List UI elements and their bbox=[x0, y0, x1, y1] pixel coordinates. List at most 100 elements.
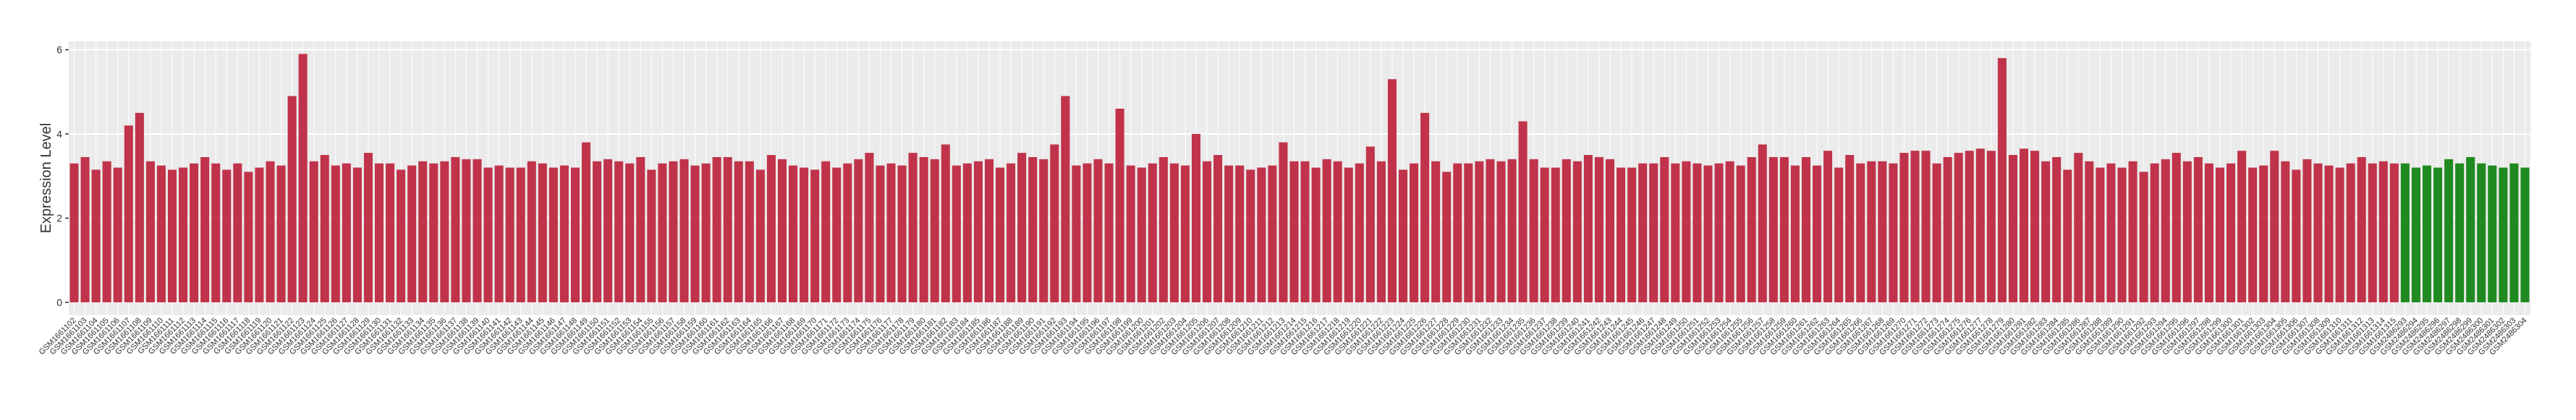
bar bbox=[1671, 163, 1680, 303]
bar bbox=[1191, 133, 1201, 303]
bar bbox=[1899, 153, 1909, 303]
bar bbox=[1790, 165, 1800, 303]
bar bbox=[1213, 155, 1223, 303]
bar bbox=[1507, 159, 1517, 303]
bar bbox=[1965, 151, 1974, 303]
bar bbox=[2150, 163, 2159, 303]
bar bbox=[538, 163, 547, 303]
bar bbox=[1268, 165, 1277, 303]
bar bbox=[1355, 163, 1364, 303]
bar bbox=[462, 159, 471, 303]
bar bbox=[2041, 161, 2051, 303]
bar bbox=[1703, 165, 1713, 303]
bar bbox=[2422, 165, 2432, 303]
bar bbox=[473, 159, 482, 303]
bar bbox=[2182, 161, 2192, 303]
bar bbox=[2466, 156, 2475, 303]
bar bbox=[494, 165, 504, 303]
bar bbox=[2193, 156, 2203, 303]
bar bbox=[734, 161, 743, 303]
bar bbox=[1997, 58, 2007, 303]
bar bbox=[2346, 163, 2355, 303]
bar bbox=[1845, 155, 1855, 303]
bar bbox=[1224, 165, 1234, 303]
bar bbox=[821, 161, 831, 303]
bar bbox=[1169, 163, 1179, 303]
bar bbox=[397, 169, 406, 303]
bar bbox=[440, 161, 449, 303]
bar bbox=[625, 163, 635, 303]
bar bbox=[1943, 156, 1952, 303]
bar bbox=[559, 165, 569, 303]
bar bbox=[2248, 167, 2258, 303]
bar bbox=[2096, 167, 2105, 303]
bar bbox=[603, 159, 613, 303]
bar bbox=[91, 169, 101, 303]
bar bbox=[135, 112, 144, 303]
bar bbox=[930, 159, 939, 303]
bar bbox=[374, 163, 384, 303]
bar bbox=[179, 167, 188, 303]
bar bbox=[2215, 167, 2225, 303]
bar bbox=[1518, 121, 1528, 303]
bar bbox=[167, 169, 177, 303]
y-axis-label: Expression Level bbox=[38, 123, 54, 233]
bar bbox=[962, 163, 972, 303]
bar bbox=[1921, 151, 1931, 303]
bar bbox=[570, 167, 580, 303]
bar bbox=[2335, 167, 2344, 303]
bar bbox=[505, 167, 514, 303]
bar bbox=[1540, 167, 1549, 303]
bar bbox=[2106, 163, 2116, 303]
bar bbox=[1682, 161, 1691, 303]
bar bbox=[886, 163, 896, 303]
bar bbox=[2378, 161, 2388, 303]
bar bbox=[919, 156, 928, 303]
bar bbox=[1410, 163, 1419, 303]
bar bbox=[723, 156, 732, 303]
bar bbox=[1344, 167, 1353, 303]
bar bbox=[908, 153, 918, 303]
bar bbox=[386, 163, 395, 303]
bar bbox=[1617, 167, 1626, 303]
bar bbox=[2477, 163, 2486, 303]
bar bbox=[1235, 165, 1245, 303]
bar bbox=[407, 165, 417, 303]
bar bbox=[1627, 167, 1637, 303]
bar bbox=[1758, 144, 1767, 303]
bar bbox=[1562, 159, 1571, 303]
bar bbox=[941, 144, 950, 303]
bar bbox=[548, 167, 558, 303]
bar bbox=[996, 167, 1005, 303]
bar bbox=[865, 153, 874, 303]
bar bbox=[2281, 161, 2290, 303]
bar bbox=[255, 167, 264, 303]
bar bbox=[2204, 163, 2213, 303]
bar bbox=[2368, 163, 2377, 303]
y-tick-label: 2 bbox=[56, 212, 62, 224]
bar bbox=[789, 165, 798, 303]
bar bbox=[1137, 167, 1146, 303]
bar bbox=[113, 167, 122, 303]
bar bbox=[745, 161, 754, 303]
bar bbox=[2161, 159, 2170, 303]
bar bbox=[2172, 153, 2181, 303]
bar bbox=[2499, 167, 2508, 303]
bar bbox=[1889, 163, 1898, 303]
bar bbox=[1954, 153, 1963, 303]
y-tick-label: 6 bbox=[56, 44, 62, 56]
bar bbox=[1322, 159, 1331, 303]
bar bbox=[309, 161, 318, 303]
bar bbox=[156, 165, 166, 303]
bar bbox=[2488, 165, 2497, 303]
bar bbox=[1007, 163, 1016, 303]
bar bbox=[843, 163, 852, 303]
bar bbox=[2139, 172, 2148, 303]
bar bbox=[1376, 161, 1386, 303]
bar bbox=[1594, 156, 1603, 303]
bar bbox=[1039, 159, 1048, 303]
bar bbox=[2455, 163, 2465, 303]
bar bbox=[2324, 165, 2334, 303]
bar bbox=[1747, 156, 1756, 303]
bar bbox=[244, 172, 253, 303]
